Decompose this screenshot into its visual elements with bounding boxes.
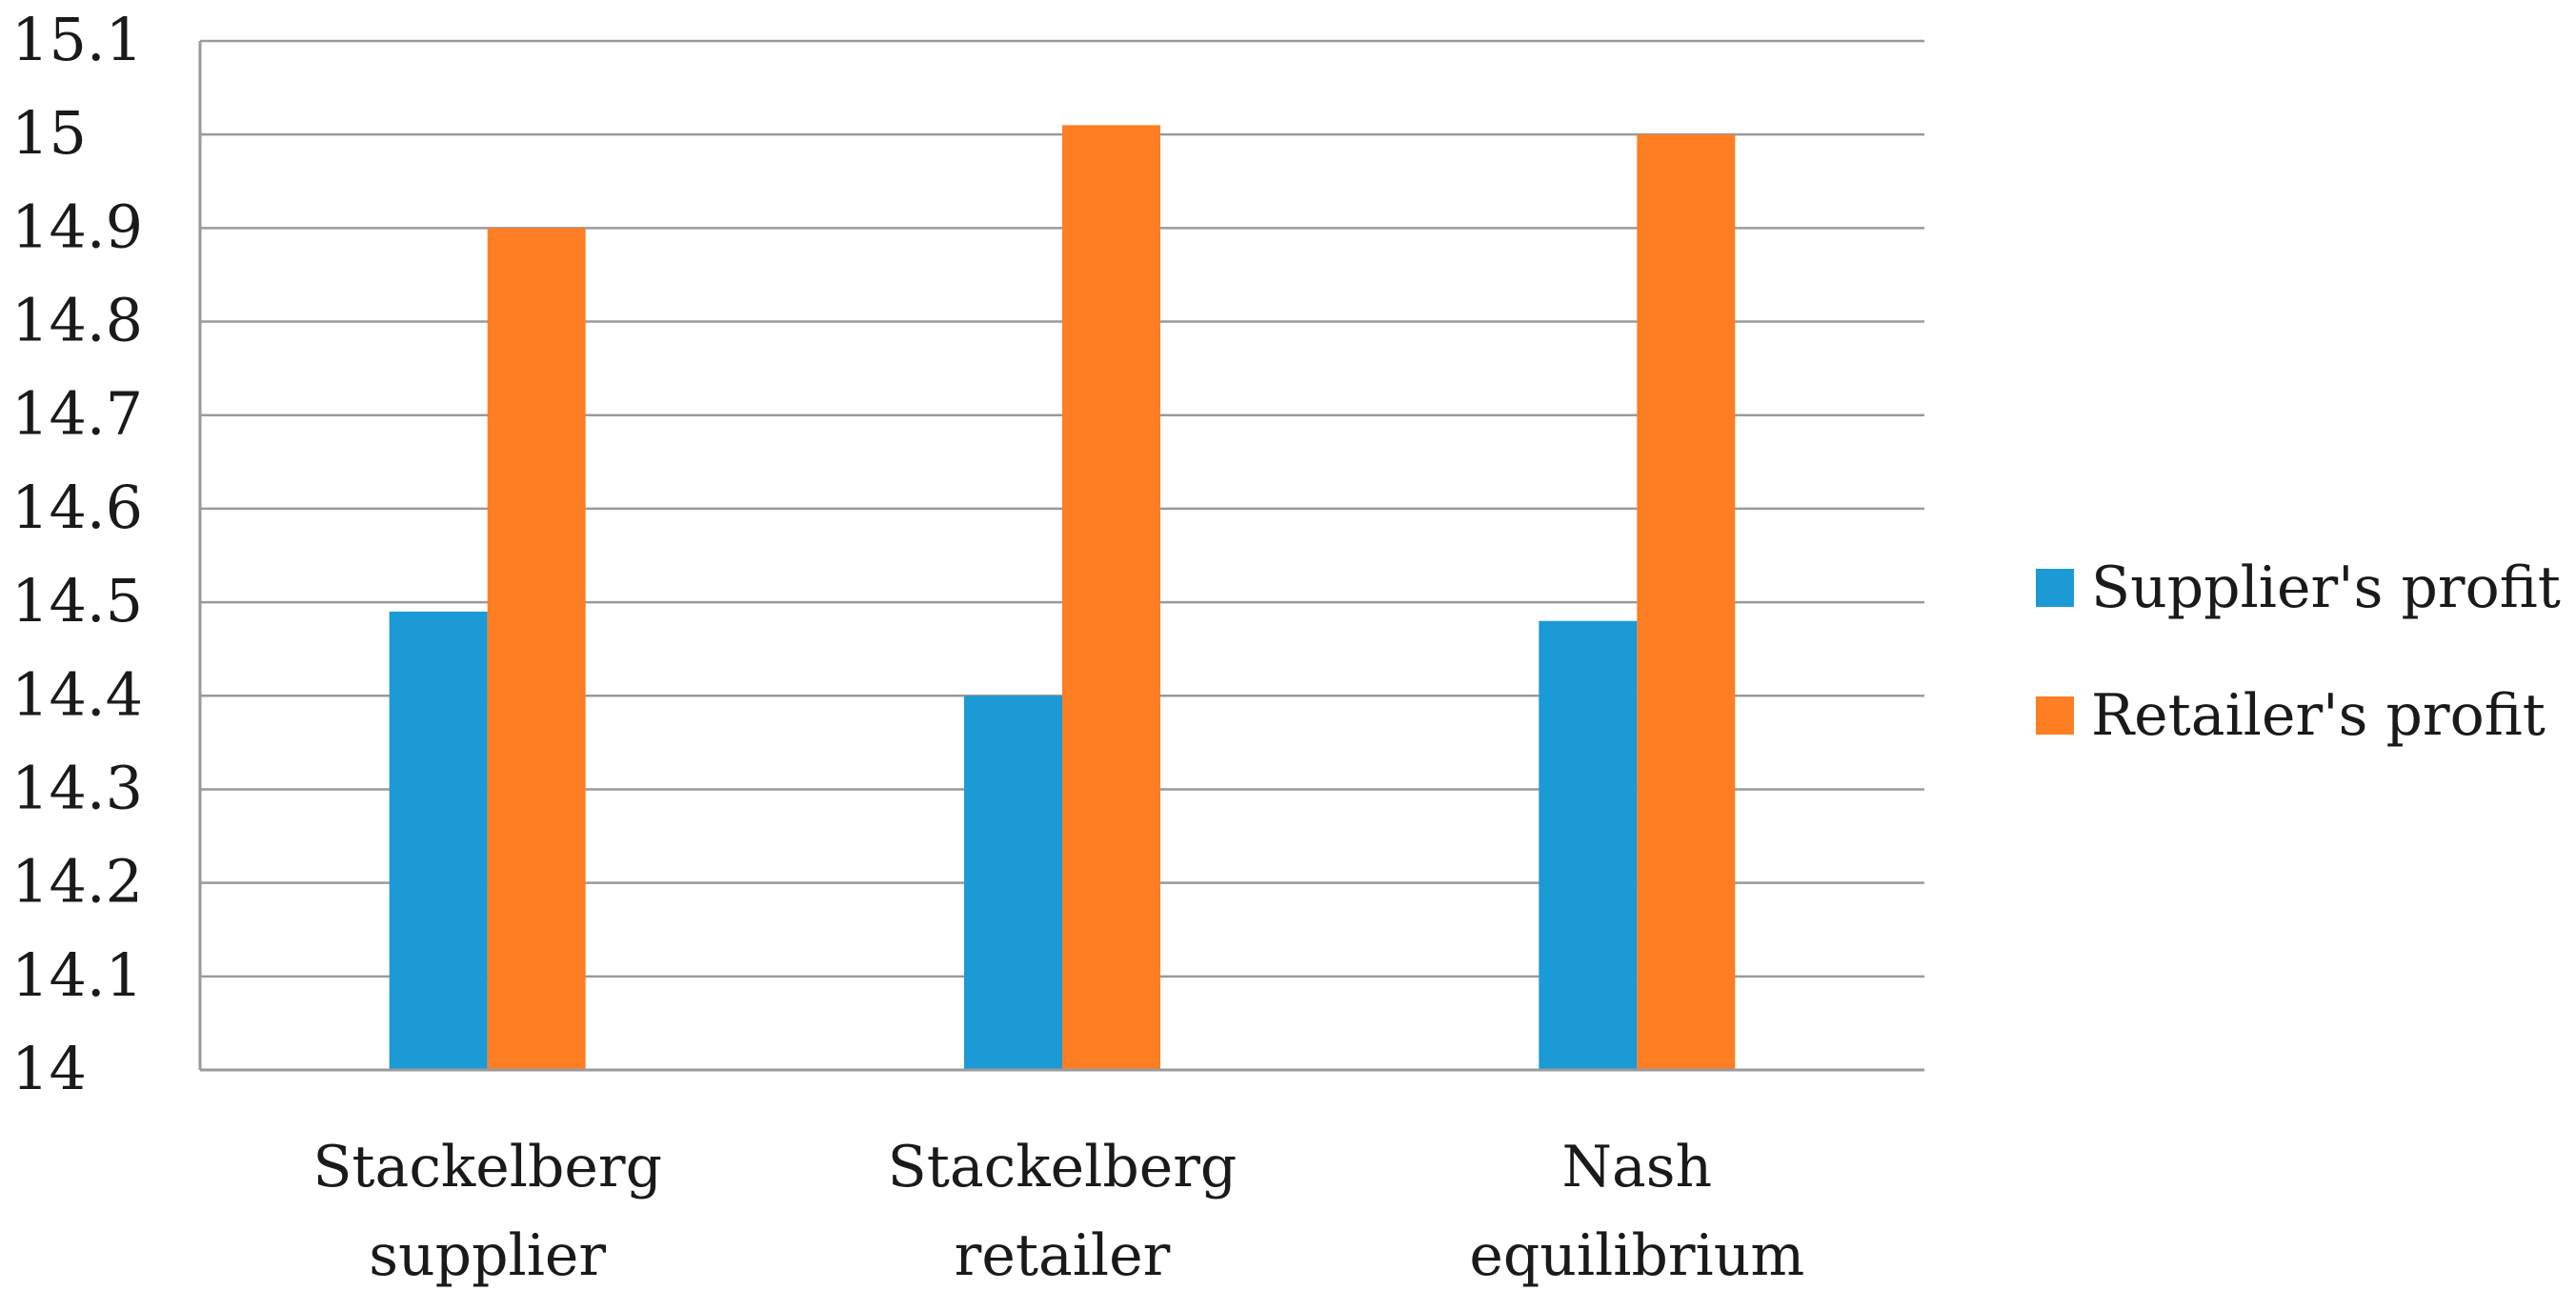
y-tick-label: 14.8 xyxy=(11,286,143,355)
y-tick-labels: 14 14.1 14.2 14.3 14.4 14.5 14.6 14.7 14.8 14.9 15… xyxy=(11,5,143,1103)
category-label: supplier xyxy=(369,1222,606,1289)
bar-retailer-profit xyxy=(1062,125,1160,1070)
y-tick-label: 14.3 xyxy=(11,753,143,822)
y-tick-label: 14.9 xyxy=(11,192,143,261)
legend: Supplier's profit Retailer's profit xyxy=(2036,555,2561,749)
bar-retailer-profit xyxy=(1637,134,1736,1070)
bars xyxy=(389,125,1736,1070)
legend-swatch xyxy=(2036,569,2074,607)
category-label: Stackelberg xyxy=(888,1134,1238,1200)
legend-label: Retailer's profit xyxy=(2091,682,2546,749)
bar-retailer-profit xyxy=(487,228,586,1070)
category-label: Nash xyxy=(1561,1134,1712,1200)
y-tick-label: 14.6 xyxy=(11,473,143,542)
bar-supplier-profit xyxy=(1539,620,1638,1070)
legend-swatch xyxy=(2036,696,2074,735)
y-tick-label: 14.5 xyxy=(11,566,143,635)
legend-label: Supplier's profit xyxy=(2091,555,2561,621)
y-tick-label: 15 xyxy=(11,98,87,168)
y-tick-label: 14.4 xyxy=(11,659,143,729)
category-label: retailer xyxy=(955,1222,1171,1289)
category-labels: Stackelberg supplier Stackelberg retailer Na… xyxy=(312,1134,1804,1289)
y-tick-label: 14.1 xyxy=(11,940,143,1010)
y-tick-label: 14.7 xyxy=(11,379,143,449)
category-label: Stackelberg xyxy=(312,1134,662,1200)
bar-supplier-profit xyxy=(389,611,488,1070)
axes xyxy=(198,41,1924,1072)
y-tick-label: 14 xyxy=(11,1034,87,1103)
bar-supplier-profit xyxy=(964,696,1062,1070)
y-tick-label: 15.1 xyxy=(11,5,143,74)
category-label: equilibrium xyxy=(1469,1222,1804,1289)
y-tick-label: 14.2 xyxy=(11,847,143,917)
